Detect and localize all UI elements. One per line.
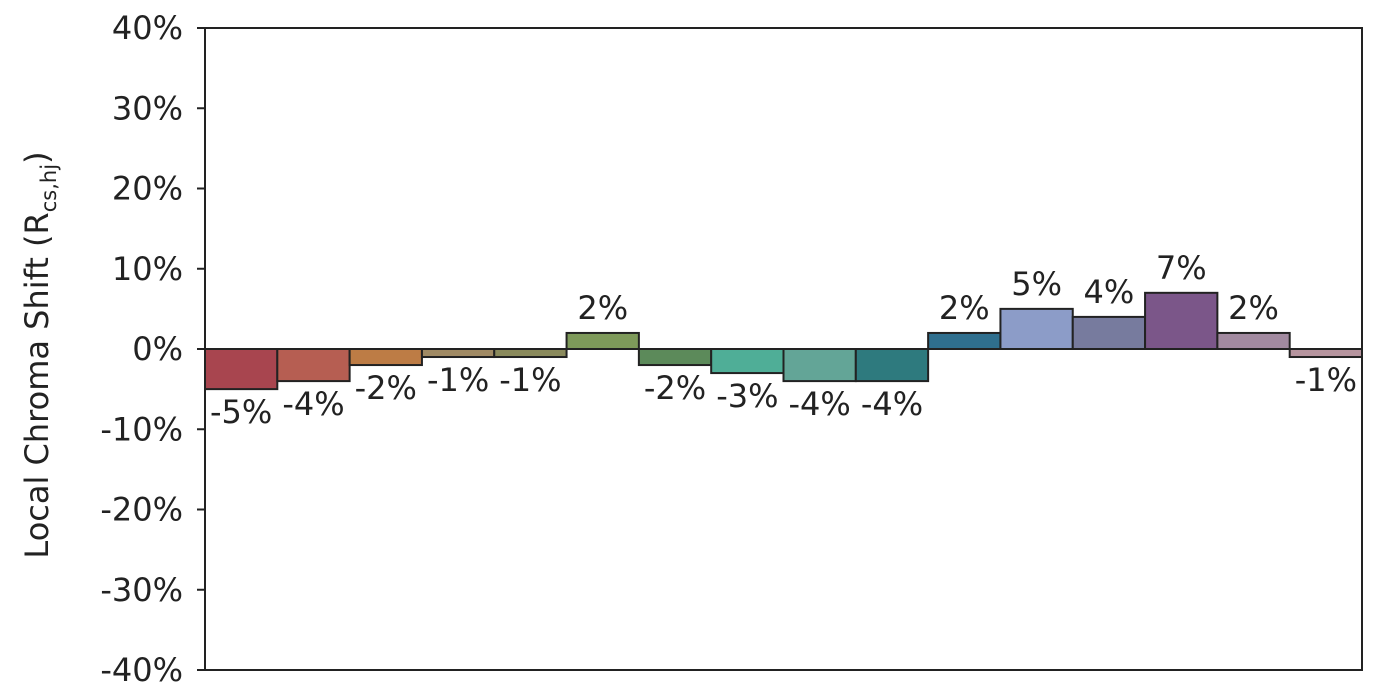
bar-data-label: 2%	[1228, 289, 1279, 327]
bar-data-label: 2%	[577, 289, 628, 327]
bar	[637, 348, 713, 367]
bar-data-label: -4%	[789, 385, 851, 423]
bar	[782, 348, 857, 383]
bar	[276, 348, 351, 383]
bar	[204, 348, 279, 391]
bar-data-label: -5%	[210, 393, 272, 431]
y-tick-label: -10%	[100, 410, 183, 448]
bar	[565, 331, 640, 351]
bar-data-label: -1%	[427, 361, 489, 399]
bar	[1216, 331, 1291, 351]
bar-data-label: -4%	[282, 385, 344, 423]
data-labels: -5% -4% -2% -1% -1%2%-2% -3% -4% -4%2%5% 4%7%2%-…	[210, 249, 1357, 431]
y-tick-label: 20%	[112, 170, 183, 208]
bar-data-label: -2%	[355, 369, 417, 407]
bar-data-label: -2%	[644, 369, 706, 407]
y-axis-label: Local Chroma Shift (Rcs,hj)	[18, 151, 61, 558]
bar-data-label: -1%	[499, 361, 561, 399]
plot-frame	[204, 27, 1363, 671]
y-tick-label: 40%	[112, 9, 183, 47]
bars	[204, 291, 1363, 391]
y-tick-label: -30%	[100, 571, 183, 609]
bar-data-label: 2%	[939, 289, 990, 327]
bar	[1288, 348, 1363, 359]
bar-data-label: -3%	[716, 377, 778, 415]
bar	[420, 348, 496, 359]
bar	[1071, 315, 1147, 350]
bar	[493, 348, 568, 359]
bar-data-label: -4%	[861, 385, 923, 423]
y-tick-label: 10%	[112, 250, 183, 288]
bar	[348, 348, 423, 367]
bar-data-label: 5%	[1011, 265, 1062, 303]
bar	[1144, 291, 1219, 351]
y-axis-label-main: Local Chroma Shift (R	[18, 212, 56, 558]
y-axis-ticks: 40% 30% 20% 10% 0% -10% -20% -30% -40%	[100, 9, 205, 689]
y-axis-label-close: )	[18, 151, 56, 163]
bar	[999, 307, 1074, 350]
bar-data-label: 7%	[1156, 249, 1207, 287]
bar	[927, 331, 1002, 351]
bar-data-label: -1%	[1295, 361, 1357, 399]
y-axis-label-subscript: cs,hj	[37, 164, 61, 212]
y-tick-label: 0%	[132, 330, 183, 368]
bar	[854, 348, 930, 383]
y-tick-label: 30%	[112, 89, 183, 127]
y-tick-label: -20%	[100, 491, 183, 529]
bar-data-label: 4%	[1084, 273, 1135, 311]
bar	[710, 348, 785, 375]
y-tick-label: -40%	[100, 651, 183, 689]
